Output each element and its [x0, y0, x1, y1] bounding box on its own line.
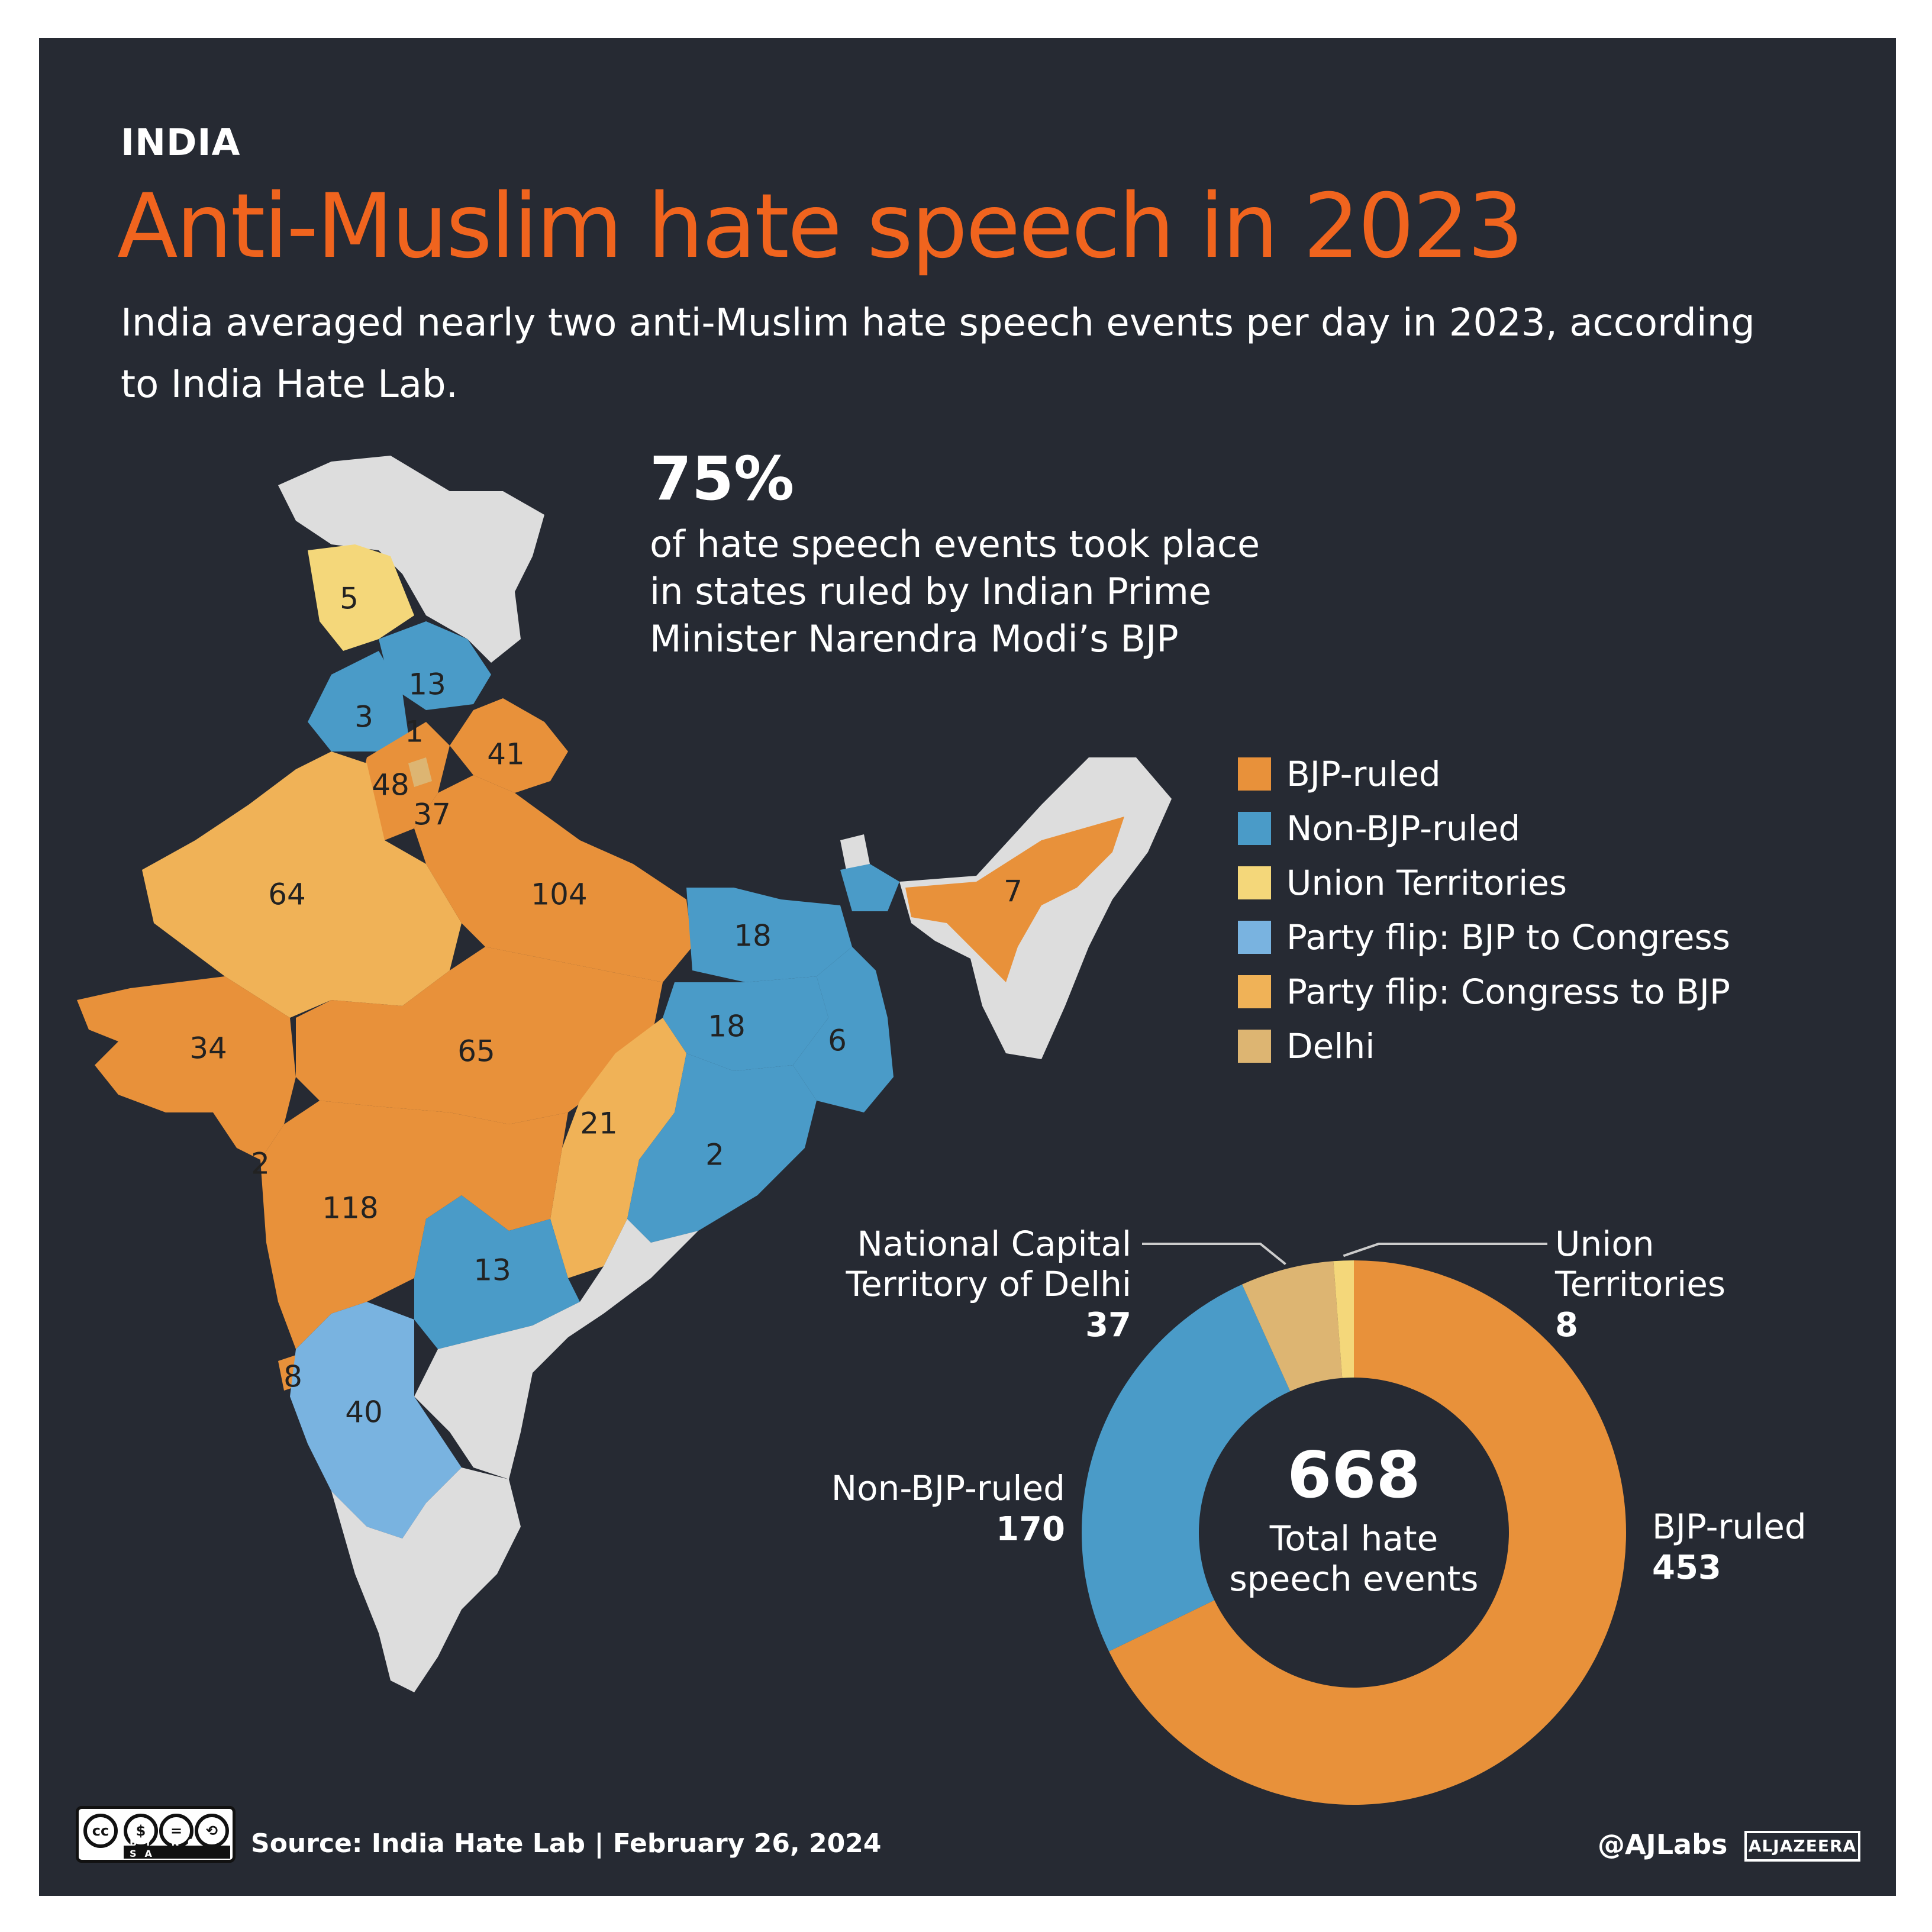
map-region-jharkhand — [663, 976, 828, 1071]
map-legend: BJP-ruled Non-BJP-ruled Union Territories P… — [1238, 747, 1730, 1073]
legend-label: Party flip: Congress to BJP — [1286, 972, 1730, 1012]
map-value-label: 118 — [322, 1191, 378, 1225]
map-region-maharashtra — [260, 1101, 568, 1349]
leader-line — [1343, 1243, 1547, 1257]
map-value-label: 13 — [408, 667, 446, 702]
subtitle: India averaged nearly two anti-Muslim ha… — [121, 301, 1755, 407]
kicker: INDIA — [121, 121, 241, 164]
map-region-madhya-pradesh — [296, 947, 663, 1124]
legend-swatch — [1238, 866, 1271, 899]
map-value-label: 5 — [340, 582, 359, 616]
legend-label: Union Territories — [1286, 863, 1567, 903]
donut-slice-label: BJP-ruled — [1652, 1507, 1807, 1547]
leader-line — [1142, 1243, 1286, 1266]
map-value-label: 104 — [531, 878, 587, 912]
donut-center-label: Total hate — [1269, 1518, 1438, 1559]
donut-slice-value: 8 — [1555, 1306, 1578, 1344]
legend-swatch — [1238, 757, 1271, 791]
map-value-label: 65 — [457, 1034, 495, 1069]
cc-icon: cc — [83, 1814, 118, 1848]
donut-slice-label: Territories — [1554, 1264, 1725, 1304]
map-region-gujarat — [77, 976, 296, 1160]
donut-slice-label: National Capital — [857, 1224, 1132, 1264]
ajlabs-handle: @AJLabs — [1598, 1828, 1728, 1860]
map-region-assam — [905, 817, 1124, 982]
map-region-west-bengal — [793, 947, 894, 1112]
legend-label: Delhi — [1286, 1026, 1375, 1066]
map-region-himachal — [379, 621, 491, 710]
map-value-label: 40 — [345, 1395, 383, 1430]
map-value-label: 7 — [1004, 875, 1023, 909]
donut-slice-label: Territory of Delhi — [845, 1264, 1131, 1304]
legend-item: Union Territories — [1238, 856, 1730, 910]
license-tags: BY NC SA — [130, 1837, 203, 1859]
map-region-bihar — [686, 888, 852, 982]
donut-slice — [1333, 1260, 1354, 1378]
map-value-label: 64 — [268, 878, 306, 912]
map-region-punjab — [308, 651, 408, 751]
creative-commons-badge: cc $ = ⟲ BY NC SA — [76, 1806, 236, 1863]
license-strip — [124, 1846, 230, 1859]
map-region-north-bengal — [840, 864, 899, 911]
map-region-chhattisgarh — [550, 1018, 686, 1278]
map-region-rajasthan — [142, 751, 462, 1018]
map-region-odisha — [627, 1053, 817, 1243]
map-region-ladakh-ut — [308, 544, 414, 651]
donut-total-value: 668 — [1287, 1438, 1420, 1512]
page-title: Anti-Muslim hate speech in 2023 — [117, 175, 1524, 278]
source-line: Source: India Hate Lab | February 26, 20… — [251, 1828, 882, 1859]
legend-item: BJP-ruled — [1238, 747, 1730, 801]
map-region-south — [331, 1467, 521, 1692]
map-value-label: 18 — [708, 1009, 746, 1044]
map-value-label: 37 — [413, 798, 451, 832]
donut-center-label: speech events — [1230, 1559, 1479, 1599]
map-region-delhi — [408, 757, 432, 787]
map-region-uttar-pradesh — [414, 775, 692, 982]
map-region-andhra — [414, 1219, 698, 1479]
map-value-label: 8 — [283, 1360, 302, 1394]
legend-label: BJP-ruled — [1286, 754, 1441, 794]
map-region-sikkim-area — [840, 834, 870, 870]
map-value-label: 21 — [580, 1107, 618, 1141]
map-value-label: 2 — [705, 1138, 724, 1172]
map-value-label: 18 — [734, 919, 772, 953]
legend-label: Party flip: BJP to Congress — [1286, 917, 1730, 957]
donut-slice-label: Union — [1555, 1224, 1654, 1264]
legend-item: Delhi — [1238, 1019, 1730, 1073]
legend-swatch — [1238, 1030, 1271, 1063]
donut-slice — [1081, 1284, 1291, 1652]
map-value-label: 48 — [372, 768, 409, 802]
legend-item: Party flip: Congress to BJP — [1238, 965, 1730, 1019]
legend-item: Party flip: BJP to Congress — [1238, 910, 1730, 965]
stat-description: of hate speech events took place in stat… — [650, 522, 1260, 660]
map-value-label: 2 — [251, 1147, 270, 1181]
donut-slice-label: Non-BJP-ruled — [831, 1468, 1065, 1508]
donut-slice-value: 453 — [1652, 1549, 1721, 1587]
map-region-uttarakhand — [450, 698, 568, 793]
map-value-label: 3 — [354, 700, 373, 734]
map-value-label: 6 — [828, 1024, 847, 1058]
map-value-label: 34 — [189, 1031, 227, 1066]
stat-value: 75% — [650, 444, 795, 514]
map-value-label: 13 — [473, 1253, 511, 1288]
map-value-label: 41 — [487, 737, 525, 772]
map-value-label: 1 — [405, 715, 424, 749]
aljazeera-logo: ALJAZEERA — [1744, 1831, 1860, 1862]
map-region-karnataka — [290, 1302, 462, 1538]
donut-slice — [1242, 1261, 1343, 1392]
map-region-telangana — [414, 1195, 580, 1349]
legend-swatch — [1238, 812, 1271, 845]
donut-slice-value: 170 — [996, 1510, 1065, 1549]
legend-item: Non-BJP-ruled — [1238, 801, 1730, 856]
donut-slice-value: 37 — [1085, 1306, 1131, 1344]
legend-swatch — [1238, 921, 1271, 954]
map-region-jammu-kashmir — [278, 456, 544, 663]
legend-label: Non-BJP-ruled — [1286, 808, 1521, 849]
donut-slice — [1109, 1260, 1626, 1805]
legend-swatch — [1238, 975, 1271, 1008]
